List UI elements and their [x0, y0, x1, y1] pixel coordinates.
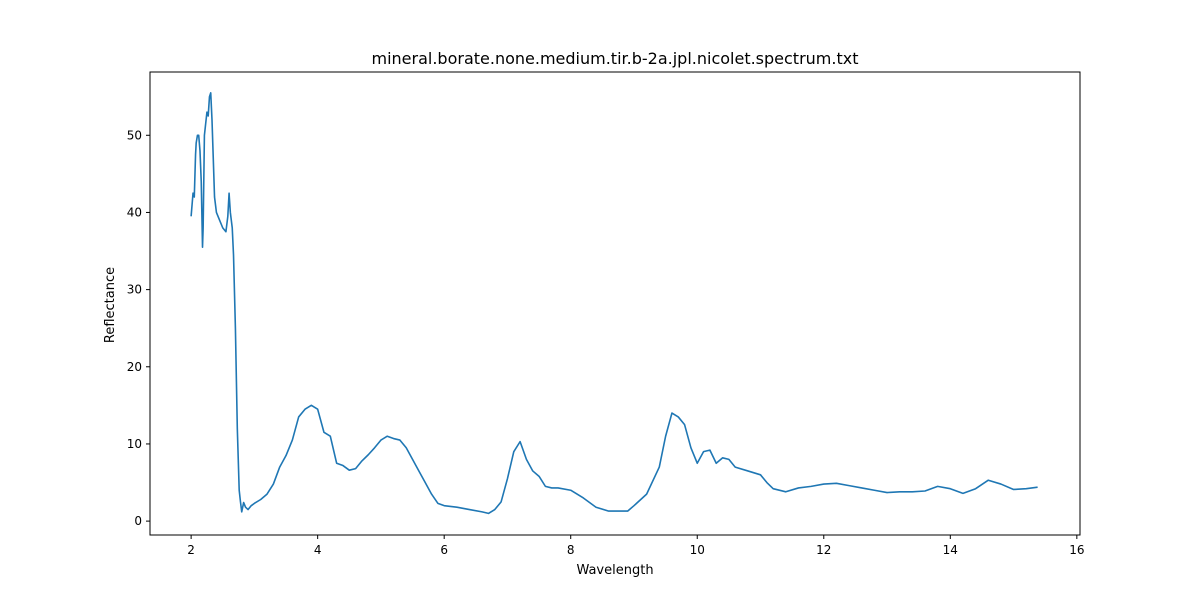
y-tick-label: 20 [127, 360, 142, 374]
y-tick-label: 0 [134, 514, 142, 528]
y-axis: 0 10 20 30 40 50 [127, 128, 150, 528]
series-line-0 [190, 92, 1038, 515]
x-tick-label: 8 [567, 543, 575, 557]
x-tick-label: 4 [314, 543, 322, 557]
x-tick-label: 2 [187, 543, 195, 557]
chart-title: mineral.borate.none.medium.tir.b-2a.jpl.… [372, 49, 859, 68]
x-tick-label: 6 [440, 543, 448, 557]
x-tick-label: 10 [690, 543, 705, 557]
y-tick-label: 50 [127, 128, 142, 142]
y-axis-label: Reflectance [103, 267, 118, 343]
y-tick-label: 40 [127, 205, 142, 219]
y-tick-label: 30 [127, 283, 142, 297]
x-tick-label: 12 [816, 543, 831, 557]
x-tick-label: 16 [1069, 543, 1084, 557]
x-axis: 2 4 6 8 10 12 14 16 [187, 535, 1084, 557]
plot-area [149, 71, 1081, 536]
y-tick-label: 10 [127, 437, 142, 451]
x-tick-label: 14 [943, 543, 958, 557]
x-axis-label: Wavelength [576, 563, 653, 578]
plot-frame [149, 71, 1081, 536]
